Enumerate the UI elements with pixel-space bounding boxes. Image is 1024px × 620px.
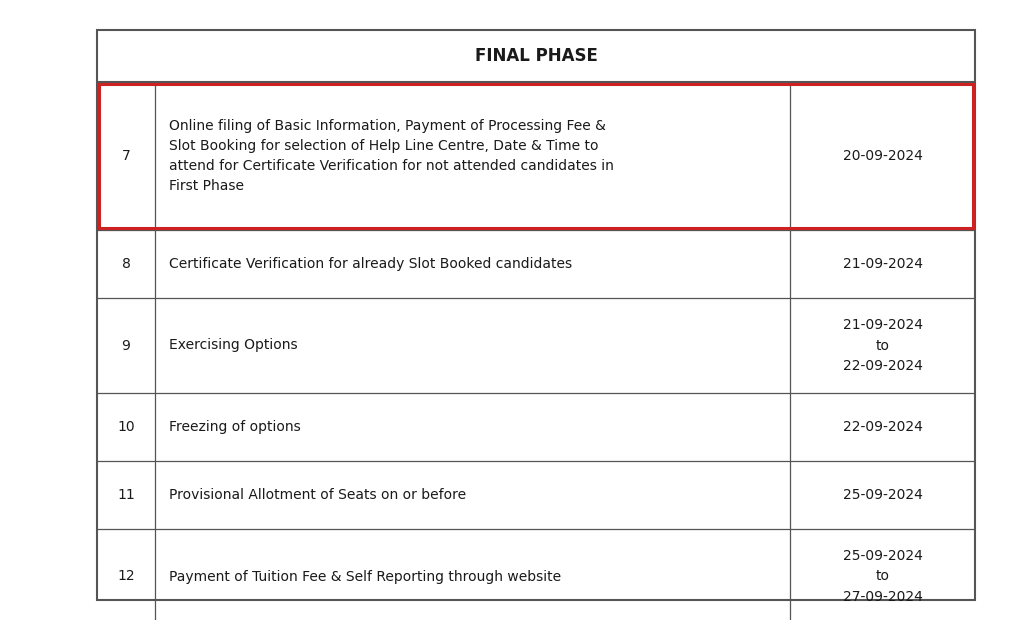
Bar: [99, 84, 973, 228]
Text: Freezing of options: Freezing of options: [169, 420, 301, 434]
Text: FINAL PHASE: FINAL PHASE: [474, 47, 597, 65]
Text: Exercising Options: Exercising Options: [169, 339, 298, 353]
Text: 9: 9: [122, 339, 130, 353]
Text: Certificate Verification for already Slot Booked candidates: Certificate Verification for already Slo…: [169, 257, 572, 271]
Text: 12: 12: [117, 570, 135, 583]
Text: Payment of Tuition Fee & Self Reporting through website: Payment of Tuition Fee & Self Reporting …: [169, 570, 561, 583]
Text: 21-09-2024
to
22-09-2024: 21-09-2024 to 22-09-2024: [843, 319, 923, 373]
Text: 8: 8: [122, 257, 130, 271]
Text: 11: 11: [117, 488, 135, 502]
Text: Provisional Allotment of Seats on or before: Provisional Allotment of Seats on or bef…: [169, 488, 466, 502]
Text: 7: 7: [122, 149, 130, 163]
Text: Online filing of Basic Information, Payment of Processing Fee &
Slot Booking for: Online filing of Basic Information, Paym…: [169, 119, 613, 193]
Text: 20-09-2024: 20-09-2024: [843, 149, 923, 163]
Text: 22-09-2024: 22-09-2024: [843, 420, 923, 434]
Text: 25-09-2024: 25-09-2024: [843, 488, 923, 502]
Bar: [97, 30, 975, 600]
Text: 25-09-2024
to
27-09-2024: 25-09-2024 to 27-09-2024: [843, 549, 923, 603]
Text: 10: 10: [117, 420, 135, 434]
Text: 21-09-2024: 21-09-2024: [843, 257, 923, 271]
